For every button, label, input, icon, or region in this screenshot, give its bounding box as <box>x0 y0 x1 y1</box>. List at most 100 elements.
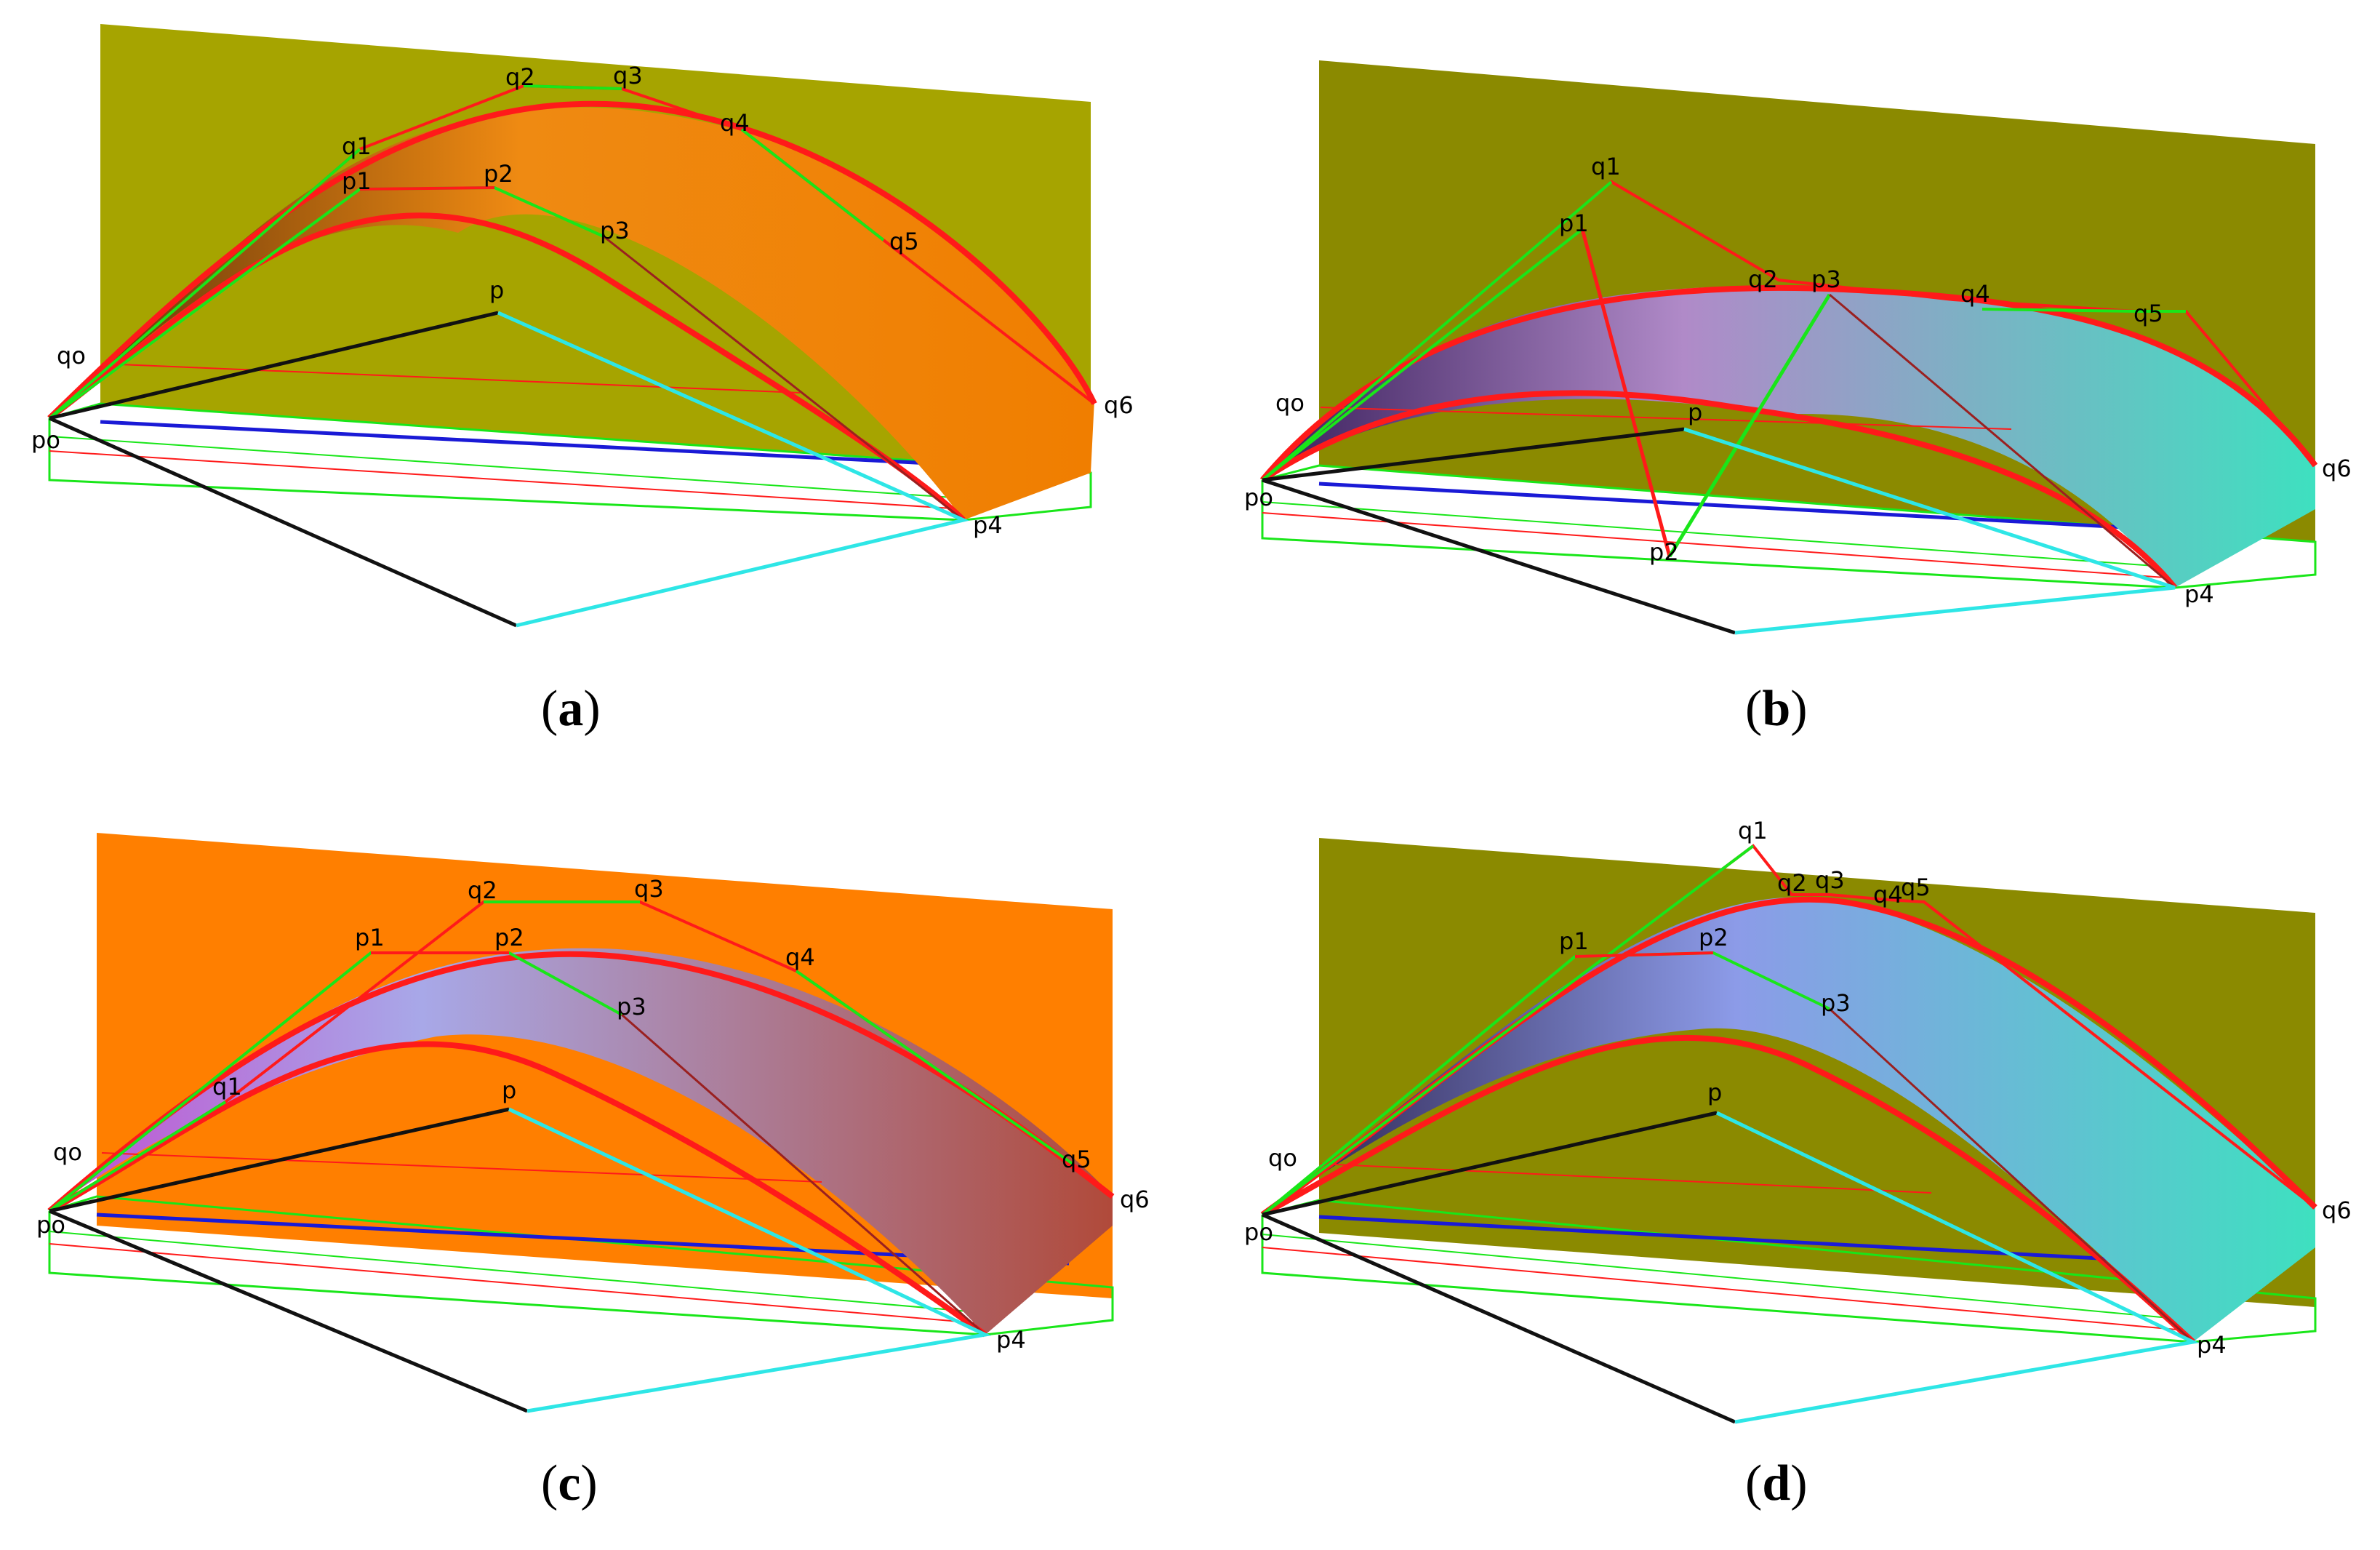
label-p2: p2 <box>494 924 524 951</box>
label-q1: q1 <box>1738 817 1768 844</box>
inner-red-line <box>1320 1163 1932 1194</box>
surface-upper-edge <box>47 100 1097 420</box>
cyan-frame <box>1715 1111 2200 1424</box>
label-q2: q2 <box>468 876 497 904</box>
black-frame-2 <box>1261 1213 1736 1424</box>
surface-lower-edge <box>1261 1034 2195 1344</box>
label-q4: q4 <box>1873 881 1903 908</box>
floor-line-red <box>49 450 964 510</box>
q-control-green-2 <box>523 84 622 90</box>
surface-diagram-c: qo q1 q2 q3 q4 q5 q6 po p1 p2 p3 p4 p <box>36 833 1150 1413</box>
label-p3: p3 <box>1821 989 1851 1017</box>
p2-to-p3 <box>1667 293 1832 558</box>
floor-line-green <box>1262 1234 2194 1321</box>
black-frame-2 <box>48 416 518 628</box>
floor-box <box>1261 464 2317 589</box>
label-p3: p3 <box>600 217 630 244</box>
surface <box>49 948 1113 1335</box>
q-control-green-3 <box>740 128 885 241</box>
surface-diagram-a: qo q1 q2 q3 q4 q5 q6 po p1 p2 p3 p4 p <box>31 24 1134 628</box>
floor-box <box>48 402 1092 522</box>
p-control-red <box>1574 951 1714 958</box>
panel-d: qo q1 q2 q3 q4 q5 q6 po p1 p2 p3 p4 p <box>1190 775 2379 1549</box>
label-p: p <box>502 1076 516 1104</box>
black-frame <box>49 311 499 420</box>
floor-box <box>48 1195 1114 1336</box>
label-q4: q4 <box>720 109 750 137</box>
black-frame-2 <box>1262 478 1736 635</box>
p-control-polygon <box>1261 228 1584 482</box>
label-q6: q6 <box>1104 391 1134 419</box>
label-p: p <box>1688 399 1702 426</box>
black-frame <box>49 1107 510 1213</box>
surface-lower-edge <box>1260 390 2178 590</box>
q-control-green <box>48 148 361 420</box>
surface <box>1262 286 2315 588</box>
q-control-green-2 <box>1982 308 2186 313</box>
label-q0: qo <box>57 342 86 369</box>
label-p1: p1 <box>355 924 385 951</box>
label-q4: q4 <box>1960 280 1990 308</box>
label-p2: p2 <box>1699 924 1728 951</box>
floor-line-red <box>1262 1247 2194 1332</box>
label-q3: q3 <box>613 62 643 89</box>
label-p4: p4 <box>973 511 1003 539</box>
floor-line-red <box>49 1243 986 1325</box>
q-control-green <box>1261 844 1755 1216</box>
label-p0: po <box>1244 1218 1273 1246</box>
label-p2: p2 <box>484 160 513 188</box>
p1-to-p2 <box>1580 228 1672 557</box>
label-q0: qo <box>53 1138 82 1166</box>
black-frame <box>1262 1111 1718 1217</box>
label-p3: p3 <box>617 993 646 1020</box>
label-q2: q2 <box>1777 869 1807 897</box>
label-q1: q1 <box>1591 153 1621 180</box>
label-q2: q2 <box>505 63 535 91</box>
label-q2: q2 <box>1748 265 1778 293</box>
surface-diagram-d: qo q1 q2 q3 q4 q5 q6 po p1 p2 p3 p4 p <box>1244 817 2352 1424</box>
inner-red-line <box>101 1152 822 1183</box>
label-q5: q5 <box>889 228 919 255</box>
label-q6: q6 <box>2322 455 2352 482</box>
label-q0: qo <box>1268 1144 1297 1172</box>
label-p4: p4 <box>996 1326 1026 1354</box>
p3-to-p4 <box>621 1013 986 1336</box>
q-control-green-3 <box>795 970 1074 1165</box>
label-q3: q3 <box>1815 866 1845 894</box>
floor-line-green <box>49 436 964 499</box>
black-frame-2 <box>49 1209 528 1413</box>
label-q0: qo <box>1275 389 1305 417</box>
label-p: p <box>1707 1079 1722 1106</box>
label-p2: p2 <box>1649 538 1679 566</box>
label-p1: p1 <box>1559 927 1589 955</box>
label-q5: q5 <box>1062 1146 1091 1173</box>
cyan-frame <box>508 1107 992 1413</box>
caption-d: (d) <box>1745 1455 1808 1511</box>
label-p4: p4 <box>2184 580 2214 608</box>
label-p1: p1 <box>1559 209 1589 237</box>
surface <box>49 107 1094 521</box>
surface-diagram-b: qo q1 q2 q4 q5 q6 po p1 p2 p3 p4 p <box>1244 60 2352 635</box>
label-p3: p3 <box>1811 265 1841 293</box>
label-p1: p1 <box>342 167 372 195</box>
floor-line-green <box>1262 501 2176 568</box>
inner-red-line <box>101 363 801 394</box>
label-q6: q6 <box>2322 1197 2352 1224</box>
panel-c: qo q1 q2 q3 q4 q5 q6 po p1 p2 p3 p4 p <box>0 775 1190 1549</box>
label-p0: po <box>1244 484 1273 511</box>
label-q4: q4 <box>785 943 815 971</box>
label-q5: q5 <box>1901 874 1931 901</box>
p3-to-p4 <box>1828 1007 2195 1343</box>
caption-c: (c) <box>541 1455 598 1511</box>
p3-to-p4 <box>603 235 964 522</box>
q-control-green <box>1261 180 1613 482</box>
label-q5: q5 <box>2133 300 2163 327</box>
label-q1: q1 <box>212 1073 242 1100</box>
black-frame <box>1262 427 1685 482</box>
label-p0: po <box>36 1211 65 1239</box>
q-control-green <box>48 1100 227 1213</box>
label-p0: po <box>31 426 60 454</box>
label-q3: q3 <box>634 875 664 903</box>
caption-a: (a) <box>541 681 601 737</box>
label-q6: q6 <box>1120 1186 1150 1213</box>
